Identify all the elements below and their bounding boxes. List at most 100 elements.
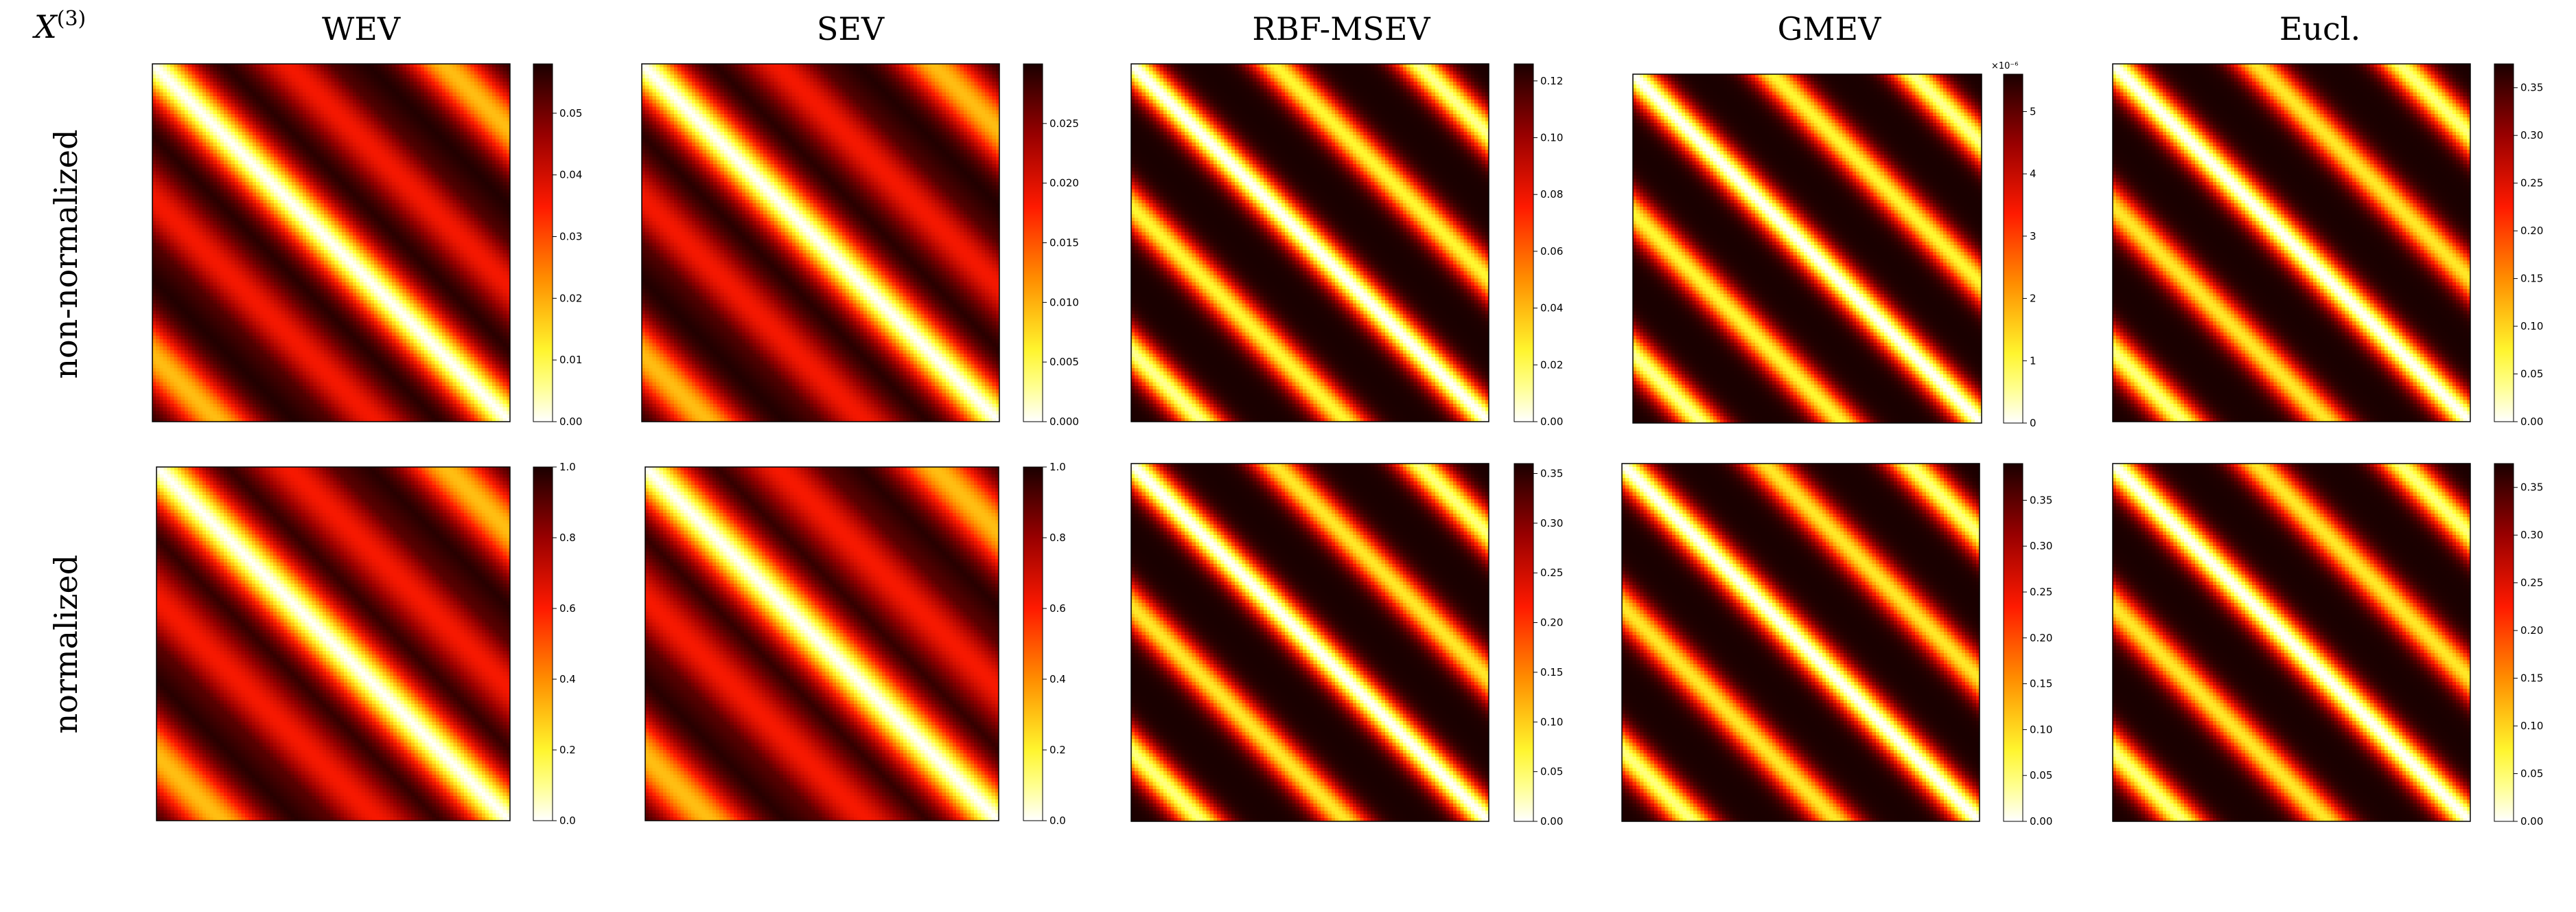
column-title-sev: SEV [817,10,885,47]
colorbar-tick-label: 0.10 [2030,723,2052,736]
colorbar-gradient [1513,63,1534,422]
colorbar-tick-label: 3 [2030,230,2037,242]
figure-label-superscript: (3) [57,7,86,31]
colorbar-tick-label: 0.025 [1049,117,1079,130]
colorbar-tick-label: 0.25 [2520,177,2543,190]
heatmap-image [1131,64,1489,422]
colorbar-tick-label: 0.0 [1049,814,1066,827]
colorbar-tick-label: 0.15 [2520,672,2543,685]
colorbar: 0.000 0.005 0.010 0.015 0.020 0.025 [1023,63,1079,428]
colorbar-tick-label: 0.020 [1049,177,1079,190]
colorbar-tick-label: 0.4 [1049,673,1066,685]
heatmap-image [1633,74,1982,423]
heatmap-sev-non-normalized: 0.000 0.005 0.010 0.015 0.020 0.025 [641,63,1079,428]
heatmap-wev-non-normalized: 0.00 0.01 0.02 0.03 0.04 0.05 [152,63,582,428]
colorbar-tick-label: 0.20 [1540,617,1563,629]
colorbar: 0.00 0.05 0.10 0.15 0.20 0.25 0.30 0.35 [1513,463,1563,828]
colorbar-tick-label: 0.35 [1540,467,1563,479]
colorbar-tick-label: 0.8 [559,532,576,544]
heatmap-frame [641,63,1000,422]
colorbar-tick-label: 0.30 [1540,517,1563,529]
colorbar-gradient [533,63,553,422]
colorbar-gradient [2003,463,2023,822]
colorbar-tick-label: 0.15 [2520,273,2543,285]
colorbar-tick-label: 0.01 [559,354,582,366]
colorbar-tick-label: 0.02 [559,292,582,304]
colorbar-gradient [533,466,553,821]
colorbar-tick-label: 0.10 [1540,132,1563,144]
colorbar-tick-label: 0.000 [1049,415,1079,428]
colorbar-tick-label: 0.00 [2030,815,2052,828]
colorbar: 0.00 0.05 0.10 0.15 0.20 0.25 0.30 0.35 [2003,463,2052,828]
colorbar-tick-label: 0.10 [1540,716,1563,728]
colorbar-tick-label: 0.00 [1540,815,1563,828]
colorbar-tick-label: 0.05 [559,107,582,119]
colorbar-tick-label: 0.35 [2520,481,2543,494]
colorbar-tick-label: 0.30 [2520,129,2543,141]
heatmap-frame [1130,63,1489,422]
colorbar: 0.00 0.05 0.10 0.15 0.20 0.25 0.30 0.35 [2494,63,2543,428]
heatmap-image [2113,64,2470,422]
colorbar-tick-label: 0.8 [1049,532,1066,544]
heatmap-image [1131,464,1489,821]
colorbar-exponent-label: ×10⁻⁶ [1991,61,2019,71]
colorbar-tick-label: 1.0 [1049,461,1066,473]
heatmap-gmev-non-normalized: 0 1 2 3 4 5 ×10⁻⁶ [1632,61,2037,429]
colorbar: 0.00 0.02 0.04 0.06 0.08 0.10 0.12 [1513,63,1563,428]
colorbar-tick-label: 0.06 [1540,245,1563,258]
colorbar-gradient [2494,463,2514,822]
colorbar-tick-label: 0.005 [1049,356,1079,368]
heatmap-image [1622,464,1980,821]
colorbar-tick-label: 0.20 [2520,225,2543,237]
colorbar-tick-label: 0 [2030,417,2037,429]
colorbar-tick-label: 0.2 [559,744,576,756]
heatmap-frame [1621,463,1980,822]
colorbar-tick-label: 0.00 [2520,815,2543,828]
colorbar-tick-label: 0.25 [2520,577,2543,589]
colorbar-tick-label: 0.35 [2520,82,2543,94]
heatmap-image [152,64,510,422]
heatmap-sev-normalized: 0.0 0.2 0.4 0.6 0.8 1.0 [645,461,1066,827]
row-label-non-normalized: non-normalized [47,129,84,378]
colorbar-tick-label: 0.35 [2030,494,2052,506]
heatmap-image [156,467,510,821]
colorbar-gradient [1513,463,1534,822]
colorbar: 0.0 0.2 0.4 0.6 0.8 1.0 [533,461,576,827]
colorbar-tick-label: 0.00 [2520,415,2543,428]
heatmap-frame [645,466,999,821]
colorbar-tick-label: 0.20 [2520,624,2543,637]
colorbar-tick-label: 0.08 [1540,188,1563,201]
colorbar-gradient [1023,466,1043,821]
colorbar-gradient [2494,63,2514,422]
colorbar-tick-label: 0.02 [1540,358,1563,371]
heatmap-wev-normalized: 0.0 0.2 0.4 0.6 0.8 1.0 [156,461,576,827]
colorbar-tick-label: 0.0 [559,814,576,827]
heatmap-frame [156,466,511,821]
colorbar-tick-label: 0.2 [1049,744,1066,756]
colorbar-tick-label: 0.30 [2520,529,2543,541]
colorbar-tick-label: 0.20 [2030,632,2052,644]
colorbar-gradient [2003,73,2023,424]
heatmap-image [645,467,999,821]
heatmap-image [2113,464,2470,821]
figure-label-base: X [32,8,58,45]
colorbar-tick-label: 0.010 [1049,296,1079,308]
colorbar-tick-label: 0.00 [1540,415,1563,428]
heatmap-panels: 0.000.010.020.030.040.050.0000.0050.0100… [152,61,2543,828]
column-title-rbf-msev: RBF-MSEV [1252,10,1430,47]
colorbar-tick-label: 0.05 [1540,766,1563,778]
heatmap-frame [2112,463,2471,822]
colorbar-tick-label: 0.00 [559,415,582,428]
colorbar-tick-label: 0.03 [559,231,582,243]
heatmap-frame [1130,463,1489,822]
colorbar: 0.00 0.01 0.02 0.03 0.04 0.05 [533,63,582,428]
heatmap-rbf-msev-normalized: 0.00 0.05 0.10 0.15 0.20 0.25 0.30 0.35 [1130,463,1563,828]
heatmap-rbf-msev-non-normalized: 0.00 0.02 0.04 0.06 0.08 0.10 0.12 [1130,63,1563,428]
heatmap-frame [152,63,511,422]
colorbar-tick-label: 4 [2030,168,2037,180]
colorbar-tick-label: 0.6 [559,602,576,615]
colorbar-tick-label: 0.12 [1540,75,1563,87]
colorbar-tick-label: 0.4 [559,673,576,685]
colorbar-tick-label: 0.15 [2030,678,2052,690]
